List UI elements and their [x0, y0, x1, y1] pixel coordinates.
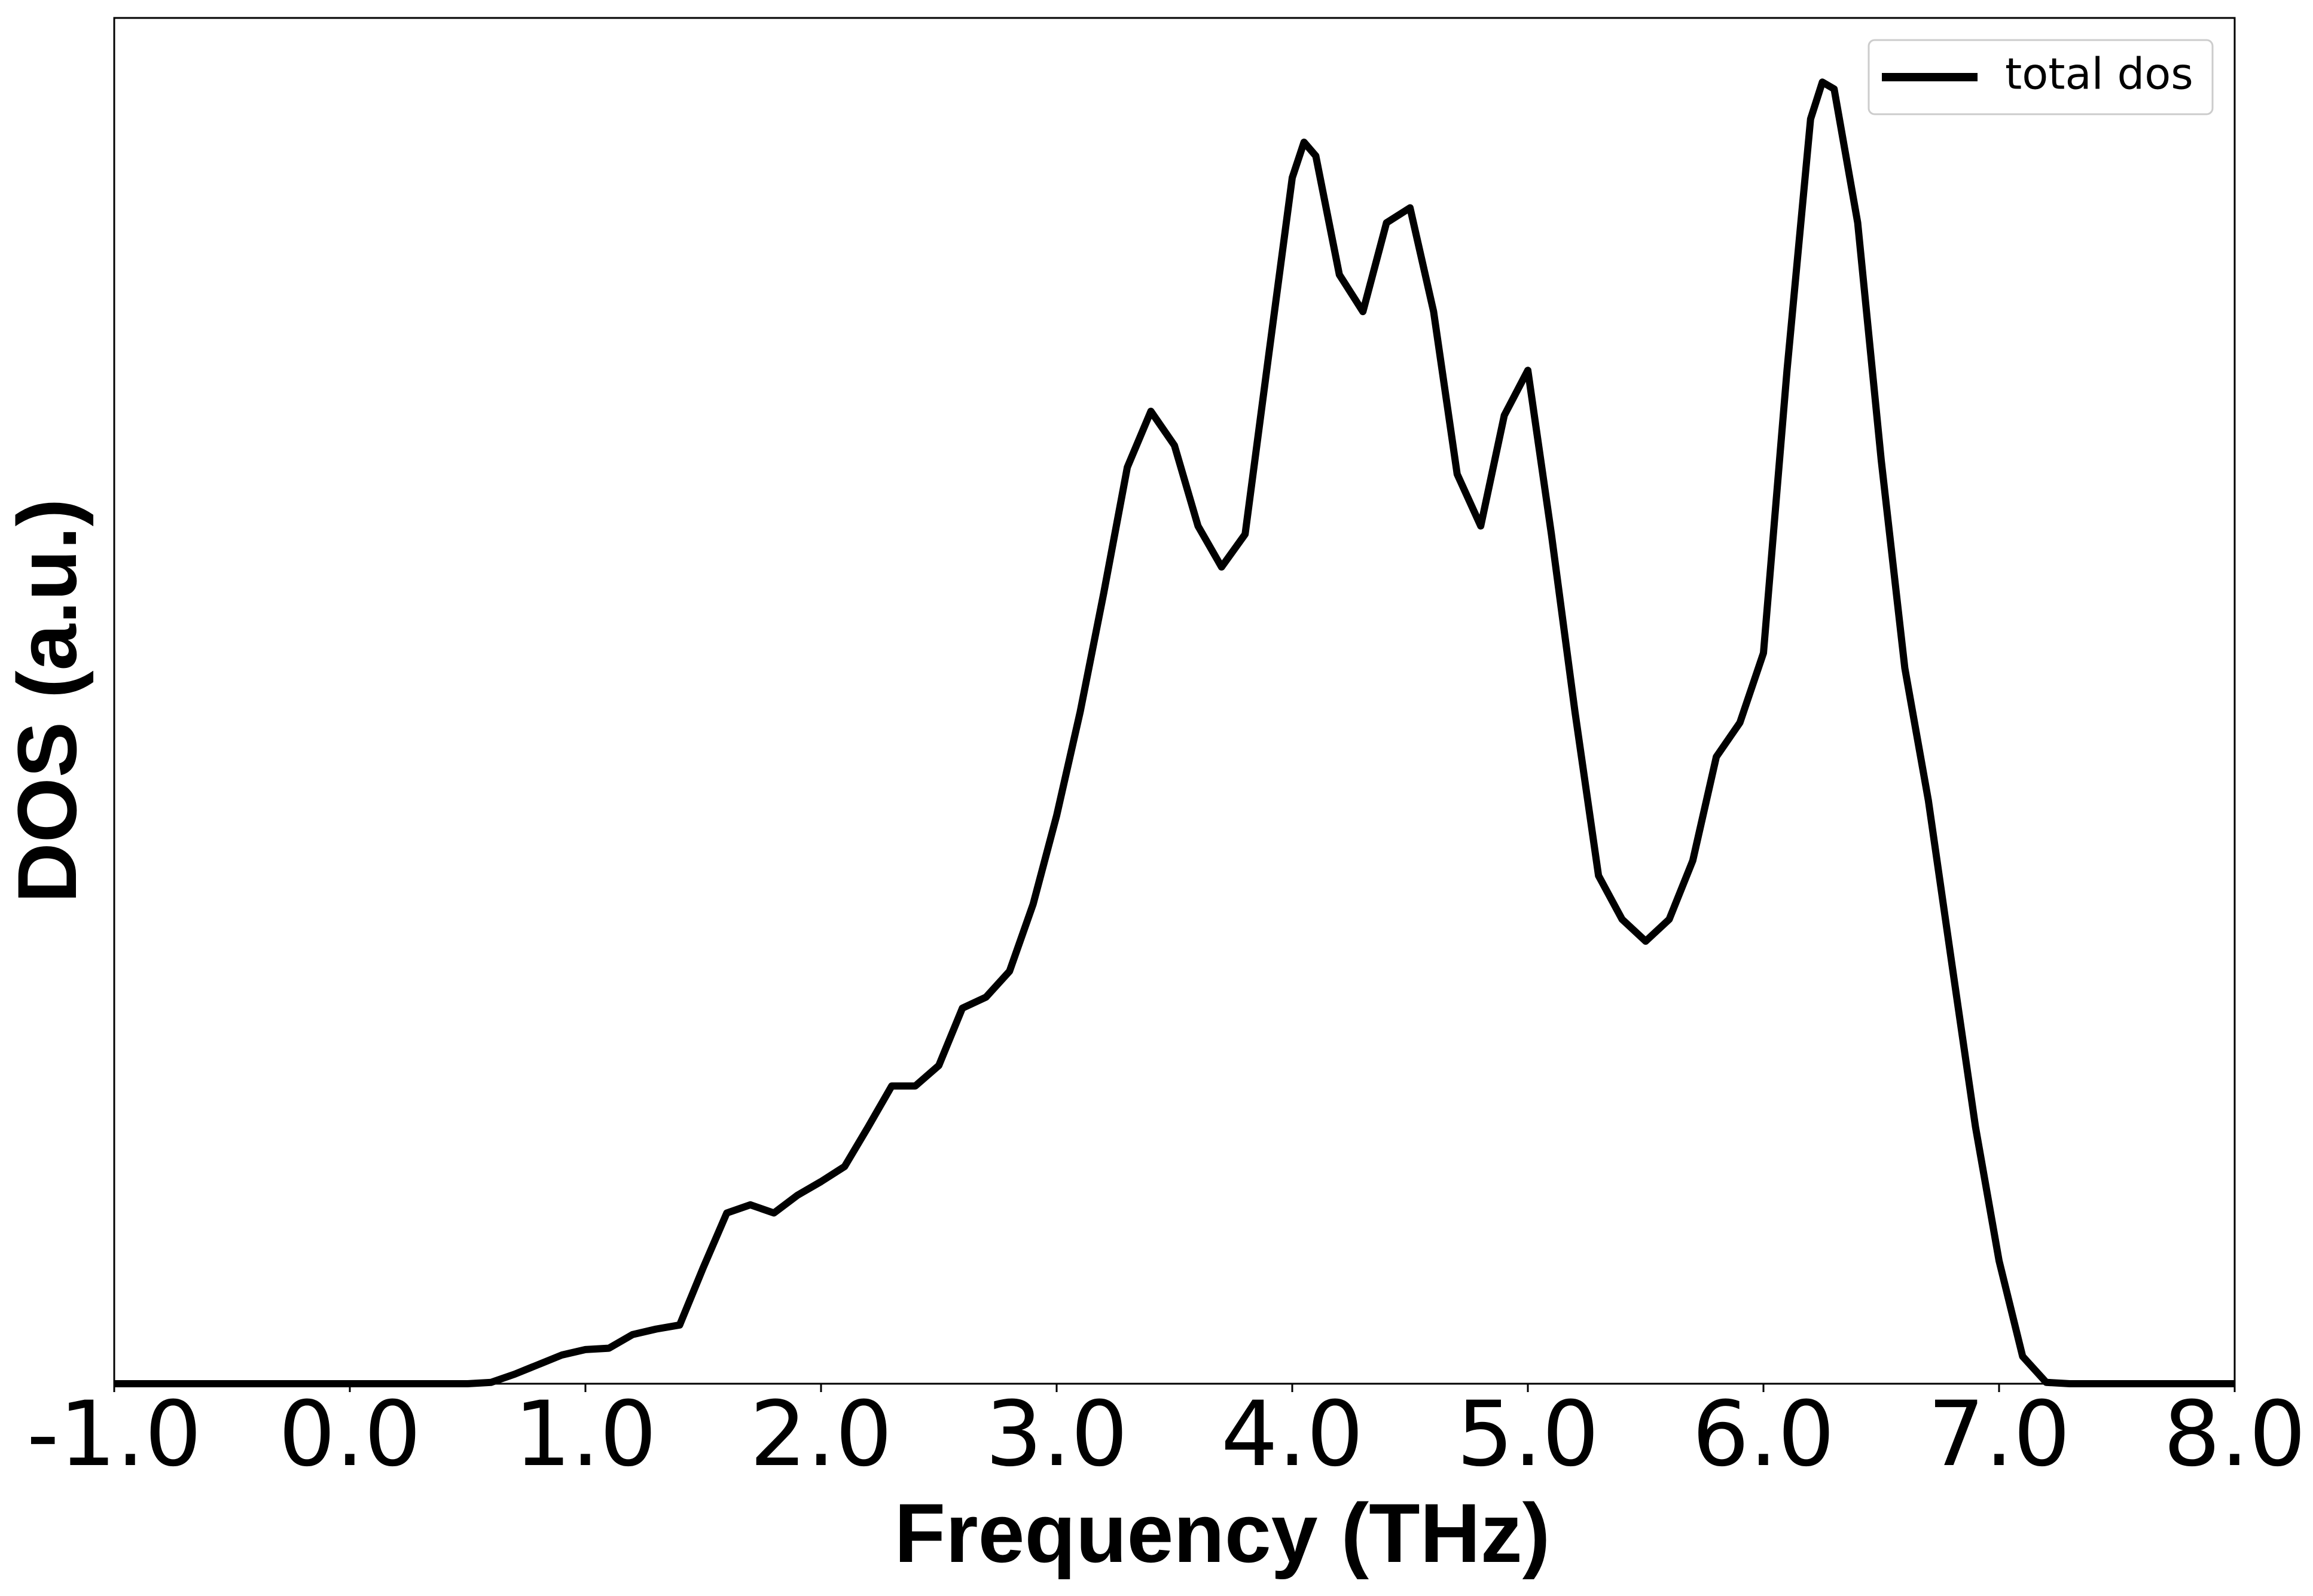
legend-label: total dos — [2005, 49, 2193, 99]
x-tick-label: 8.0 — [2164, 1383, 2306, 1487]
legend-box — [1868, 39, 2214, 115]
x-tick-label: 0.0 — [279, 1383, 422, 1487]
y-axis-label: DOS (a.u.) — [0, 499, 94, 904]
x-tick-label: 2.0 — [750, 1383, 893, 1487]
x-tick-label: 5.0 — [1457, 1383, 1600, 1487]
x-tick-label: 4.0 — [1221, 1383, 1364, 1487]
x-tick-label: 1.0 — [514, 1383, 657, 1487]
x-tick-label: -1.0 — [27, 1383, 202, 1487]
plot-frame — [113, 17, 2236, 1385]
x-tick-label: 6.0 — [1692, 1383, 1835, 1487]
x-tick-label: 7.0 — [1928, 1383, 2071, 1487]
x-tick-label: 3.0 — [985, 1383, 1128, 1487]
line-series — [114, 78, 2235, 1387]
x-axis-label: Frequency (THz) — [895, 1486, 1551, 1580]
